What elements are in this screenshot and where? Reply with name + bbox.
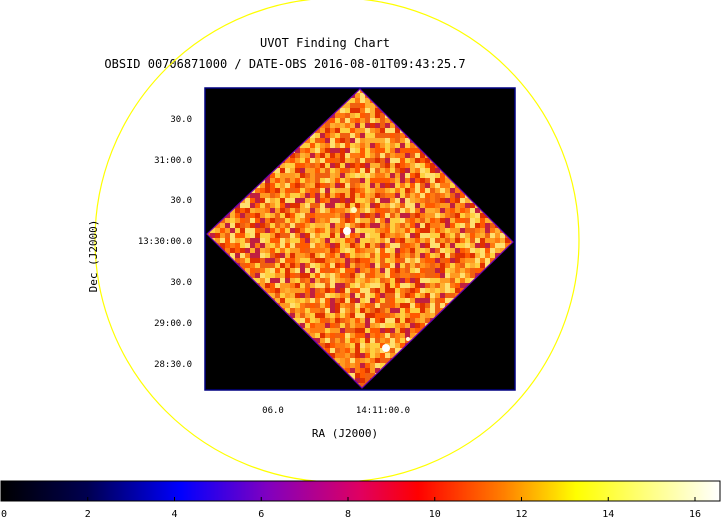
colorbar-tick-label: 12 xyxy=(515,509,527,520)
y-tick-label: 30.0 xyxy=(170,115,192,125)
y-tick-label: 31:00.0 xyxy=(154,156,192,166)
y-axis-label: Dec (J2000) xyxy=(87,220,100,293)
colorbar-ticks: 0 2 4 6 8 10 12 14 16 xyxy=(0,497,701,520)
exposure-edge xyxy=(206,88,514,389)
colorbar-tick-label: 4 xyxy=(171,509,177,520)
colorbar-tick-label: 6 xyxy=(258,509,264,520)
chart-title: UVOT Finding Chart xyxy=(260,36,390,50)
chart-subtitle: OBSID 00706871000 / DATE-OBS 2016-08-01T… xyxy=(104,57,465,71)
y-tick-label: 29:00.0 xyxy=(154,319,192,329)
x-axis-ticks: 06.0 14:11:00.0 xyxy=(262,406,410,416)
y-tick-label: 28:30.0 xyxy=(154,360,192,370)
y-tick-label: 30.0 xyxy=(170,196,192,206)
colorbar-tick-label: 0 xyxy=(1,509,7,520)
colorbar xyxy=(0,480,721,502)
y-axis-ticks: 30.0 31:00.0 30.0 13:30:00.0 30.0 29:00.0 28:3… xyxy=(138,115,192,370)
x-axis-label: RA (J2000) xyxy=(312,427,378,440)
colorbar-tick-label: 16 xyxy=(689,509,701,520)
colorbar-tick-label: 10 xyxy=(429,509,441,520)
y-tick-label: 30.0 xyxy=(170,278,192,288)
x-tick-label: 06.0 xyxy=(262,406,284,416)
colorbar-tick-label: 2 xyxy=(85,509,91,520)
colorbar-tick-label: 8 xyxy=(345,509,351,520)
y-tick-label: 13:30:00.0 xyxy=(138,237,192,247)
colorbar-tick-label: 14 xyxy=(602,509,614,520)
x-tick-label: 14:11:00.0 xyxy=(356,406,410,416)
